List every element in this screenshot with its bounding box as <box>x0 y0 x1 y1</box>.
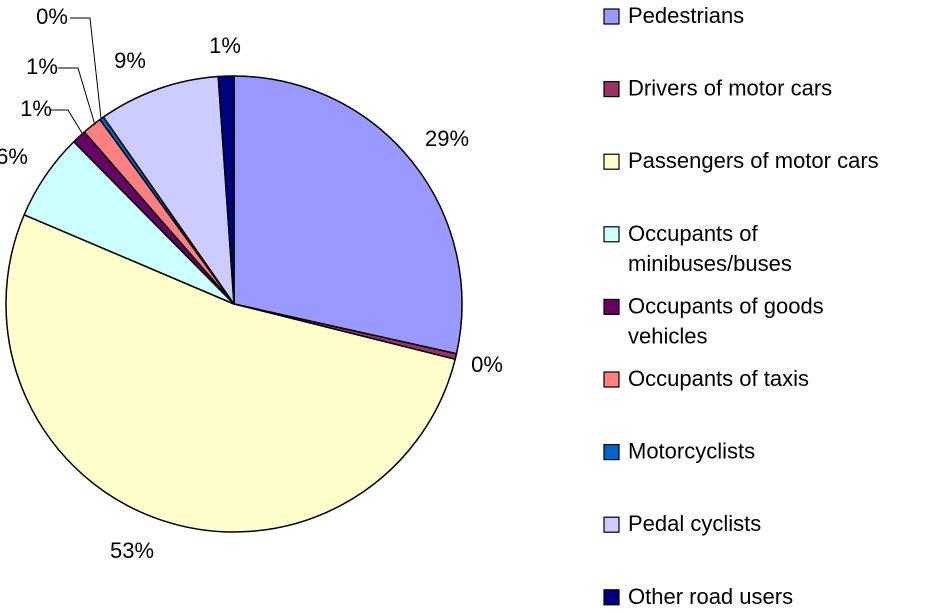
legend-swatch <box>603 516 620 533</box>
legend-label: Occupants of taxis <box>628 366 809 391</box>
pie-slice <box>5 214 456 533</box>
data-label: 1% <box>209 33 241 58</box>
data-label: 0% <box>36 4 68 29</box>
data-label: 0% <box>471 352 503 377</box>
pie-slice <box>217 75 235 305</box>
legend-label: Pedal cyclists <box>628 511 761 536</box>
data-label: 53% <box>110 538 154 563</box>
data-label: 6% <box>0 144 28 169</box>
pie-slice <box>233 75 463 355</box>
legend-swatch <box>603 298 620 315</box>
legend-label: Occupants of goods vehicles <box>628 293 830 348</box>
legend-swatch <box>603 444 620 461</box>
legend-label: Pedestrians <box>628 3 744 28</box>
data-label: 1% <box>20 96 52 121</box>
legend-swatch <box>603 589 620 606</box>
legend-label: Passengers of motor cars <box>628 148 879 173</box>
pie-slice <box>102 75 235 305</box>
data-label: 1% <box>26 54 58 79</box>
legend-label: Other road users <box>628 584 793 609</box>
data-label: 9% <box>114 48 146 73</box>
legend-label: Drivers of motor cars <box>628 75 832 100</box>
leader-line <box>50 109 83 134</box>
legend-swatch <box>603 371 620 388</box>
legend-swatch <box>603 226 620 243</box>
leader-line <box>70 17 102 119</box>
legend-swatch <box>603 153 620 170</box>
legend-label: Motorcyclists <box>628 438 755 463</box>
legend-label: Occupants of minibuses/buses <box>628 221 792 276</box>
data-label: 29% <box>425 126 469 151</box>
leader-line <box>58 67 96 126</box>
legend-swatch <box>603 80 620 98</box>
legend-swatch <box>603 8 620 25</box>
